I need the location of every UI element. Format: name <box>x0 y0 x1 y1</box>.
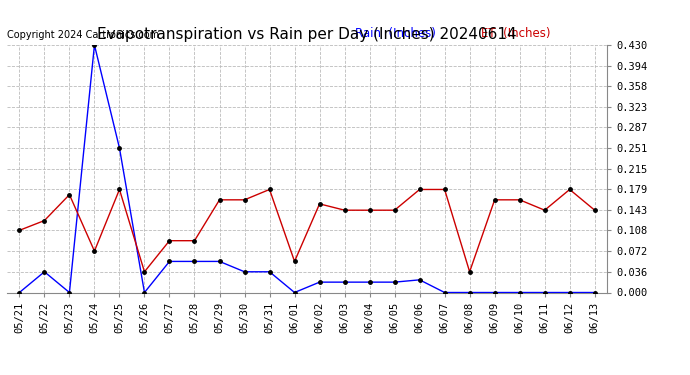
Rain  (Inches) <box>266 270 274 274</box>
Rain  (Inches) <box>540 290 549 295</box>
Rain  (Inches) <box>491 290 499 295</box>
ET  (Inches) <box>491 198 499 202</box>
ET  (Inches) <box>415 187 424 192</box>
Rain  (Inches) <box>215 259 224 264</box>
ET  (Inches) <box>290 259 299 264</box>
Rain  (Inches) <box>290 290 299 295</box>
ET  (Inches) <box>66 192 74 197</box>
ET  (Inches) <box>15 228 23 232</box>
ET  (Inches) <box>591 208 599 213</box>
ET  (Inches) <box>515 198 524 202</box>
Rain  (Inches) <box>115 146 124 150</box>
Line: ET  (Inches): ET (Inches) <box>18 188 596 273</box>
Text: ET  (Inches): ET (Inches) <box>481 27 551 40</box>
ET  (Inches) <box>466 270 474 274</box>
Rain  (Inches) <box>391 280 399 284</box>
ET  (Inches) <box>166 238 174 243</box>
ET  (Inches) <box>240 198 248 202</box>
ET  (Inches) <box>440 187 449 192</box>
Rain  (Inches) <box>515 290 524 295</box>
Rain  (Inches) <box>40 270 48 274</box>
Rain  (Inches) <box>166 259 174 264</box>
Rain  (Inches) <box>240 270 248 274</box>
ET  (Inches) <box>366 208 374 213</box>
Rain  (Inches) <box>566 290 574 295</box>
ET  (Inches) <box>540 208 549 213</box>
Rain  (Inches) <box>591 290 599 295</box>
ET  (Inches) <box>391 208 399 213</box>
Text: Copyright 2024 Cartronics.com: Copyright 2024 Cartronics.com <box>7 30 159 40</box>
Rain  (Inches) <box>466 290 474 295</box>
Title: Evapotranspiration vs Rain per Day (Inches) 20240614: Evapotranspiration vs Rain per Day (Inch… <box>97 27 517 42</box>
Rain  (Inches) <box>440 290 449 295</box>
ET  (Inches) <box>266 187 274 192</box>
ET  (Inches) <box>90 249 99 253</box>
Rain  (Inches) <box>340 280 348 284</box>
Text: Rain  (Inches): Rain (Inches) <box>355 27 436 40</box>
ET  (Inches) <box>40 218 48 223</box>
ET  (Inches) <box>315 202 324 206</box>
ET  (Inches) <box>566 187 574 192</box>
Line: Rain  (Inches): Rain (Inches) <box>18 43 596 294</box>
Rain  (Inches) <box>415 278 424 282</box>
ET  (Inches) <box>115 187 124 192</box>
ET  (Inches) <box>140 270 148 274</box>
Rain  (Inches) <box>315 280 324 284</box>
ET  (Inches) <box>340 208 348 213</box>
Rain  (Inches) <box>66 290 74 295</box>
Rain  (Inches) <box>190 259 199 264</box>
ET  (Inches) <box>215 198 224 202</box>
Rain  (Inches) <box>140 290 148 295</box>
Rain  (Inches) <box>15 290 23 295</box>
Rain  (Inches) <box>366 280 374 284</box>
Rain  (Inches) <box>90 43 99 47</box>
ET  (Inches) <box>190 238 199 243</box>
